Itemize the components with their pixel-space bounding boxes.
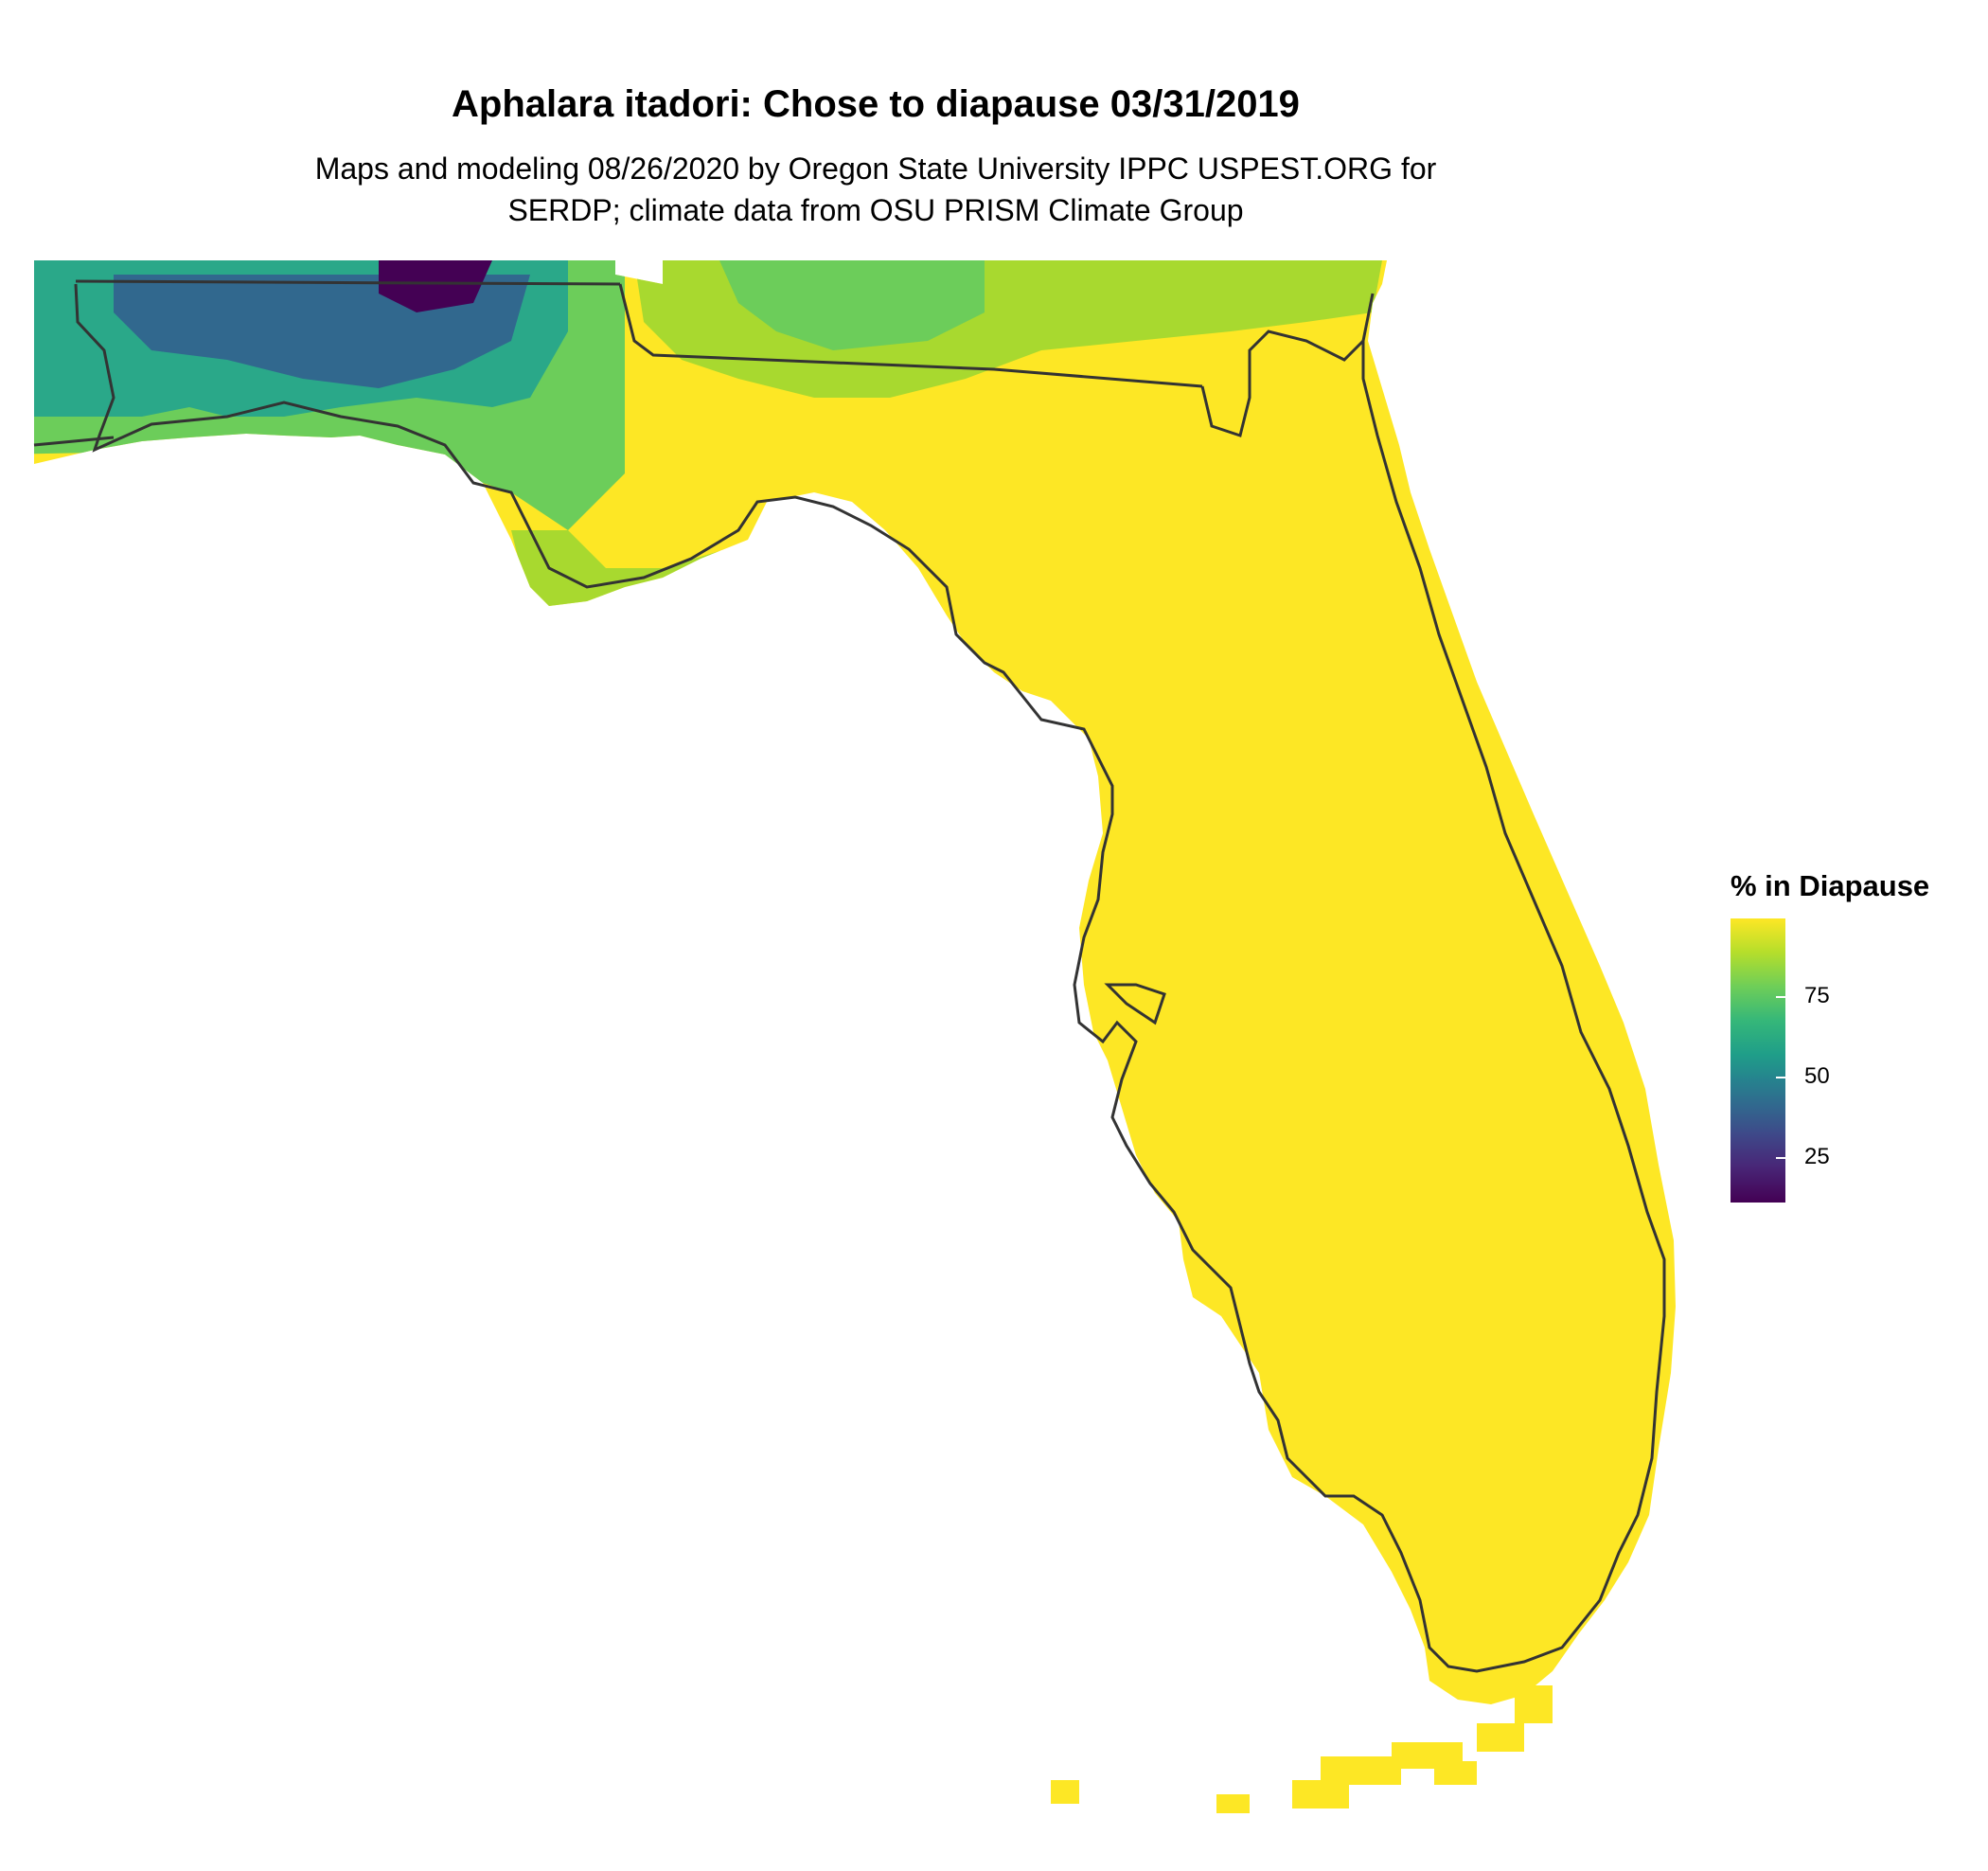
key-island [1477,1723,1524,1752]
legend-tick [1776,1077,1785,1078]
western-border [33,436,115,447]
legend-tick [1776,1157,1785,1159]
chart-subtitle-line-1: Maps and modeling 08/26/2020 by Oregon S… [314,151,1437,186]
boundary-lines [33,279,1666,1673]
key-island [1515,1685,1553,1723]
north-central-fill [719,260,985,350]
chart-subtitle-line-2: SERDP; climate data from OSU PRISM Clima… [507,193,1244,227]
alabama-florida-border [75,279,621,286]
florida-coastline [74,283,1666,1673]
chart-title: Aphalara itadori: Chose to diapause 03/3… [452,83,1300,125]
legend-tick-label: 75 [1804,983,1830,1008]
legend-tick [1776,996,1785,998]
florida-keys [1051,1685,1553,1813]
panhandle-min-fill [379,260,492,312]
key-island [1051,1780,1079,1804]
st-marys-river-line [1200,330,1365,437]
key-island [1434,1761,1477,1785]
gulf-coast-band-fill [511,530,757,615]
tampa-bay-line [1104,983,1166,1025]
key-island [1216,1794,1250,1813]
key-island [1321,1756,1401,1785]
georgia-florida-border [618,283,1203,388]
legend-tick-label: 50 [1804,1063,1830,1089]
legend-tick-label: 25 [1804,1144,1830,1169]
legend-title: % in Diapause [1731,869,1930,902]
legend-colorbar [1731,918,1785,1203]
